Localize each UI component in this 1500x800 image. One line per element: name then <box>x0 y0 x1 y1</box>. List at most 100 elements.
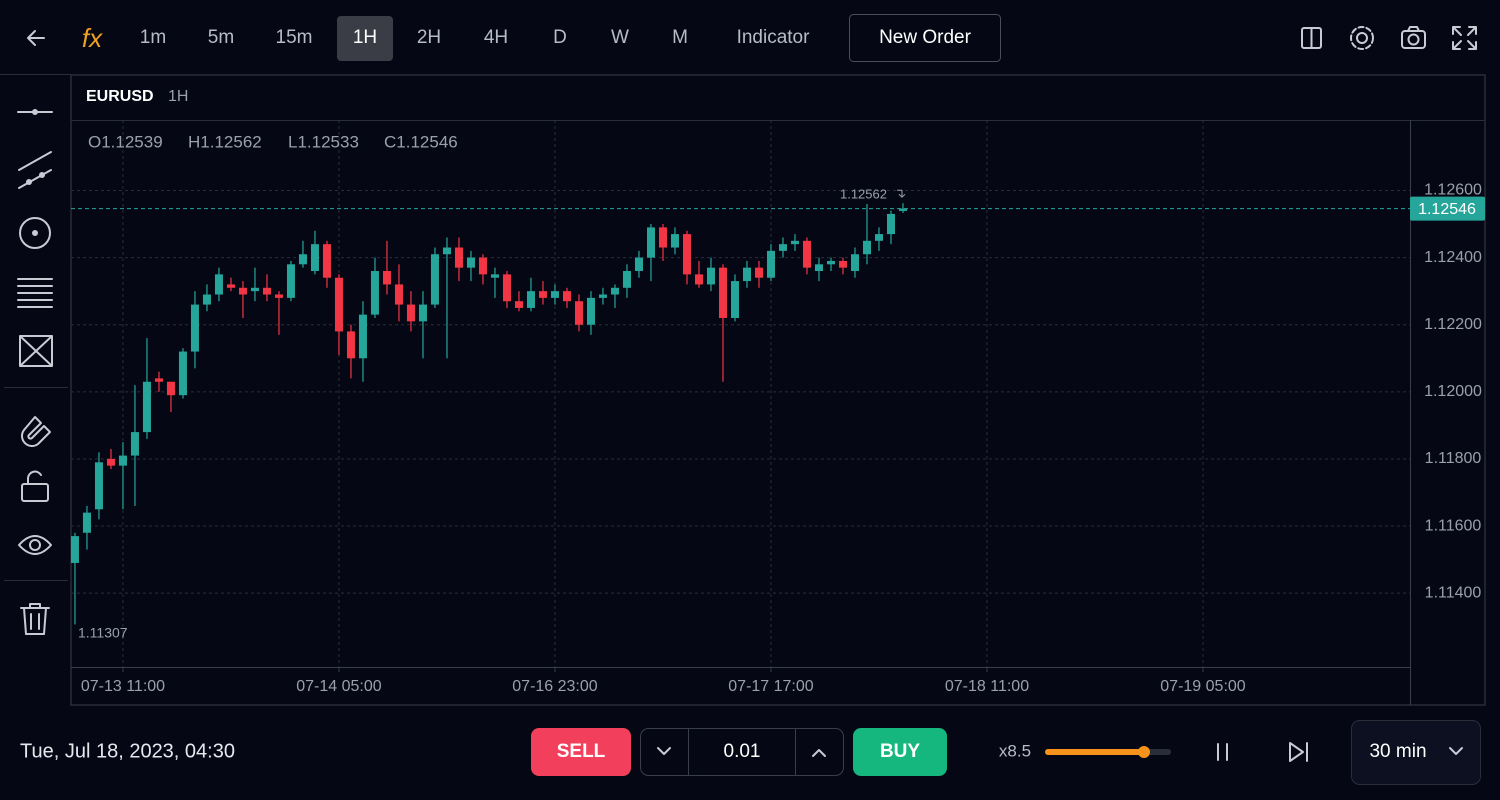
sell-button[interactable] <box>531 728 631 776</box>
buy-button[interactable] <box>853 728 947 776</box>
candle-body <box>790 240 799 245</box>
new-order-label[interactable]: New Order <box>879 27 972 48</box>
candle <box>418 291 427 359</box>
lot-decrease[interactable] <box>657 747 671 755</box>
max-label: 1.12562 <box>840 187 887 202</box>
candle <box>502 271 511 308</box>
candle <box>874 227 883 251</box>
candle-body <box>442 247 451 255</box>
candle <box>742 260 751 288</box>
candle-body <box>406 304 415 322</box>
candle <box>562 287 571 308</box>
candle <box>802 237 811 275</box>
plot: 1.11400 1.11600 1.11800 1.12000 1.12200 1.124… <box>70 120 1485 695</box>
lot-increase[interactable] <box>812 749 826 757</box>
timeframe-button[interactable]: 2H <box>417 27 441 48</box>
candle-body <box>466 257 475 268</box>
candle-body <box>166 381 175 396</box>
max-marker <box>896 189 906 198</box>
candle-body <box>766 250 775 278</box>
x-tick-label: 07-14 05:00 <box>296 678 382 695</box>
candle-body <box>562 291 571 302</box>
pattern-tool[interactable] <box>19 335 53 367</box>
fib-tool[interactable] <box>17 278 53 308</box>
candle-body <box>802 240 811 268</box>
candle-body <box>334 277 343 332</box>
horizontal-line-tool[interactable] <box>17 109 53 115</box>
camera-icon[interactable] <box>1401 26 1426 49</box>
candle <box>598 287 607 305</box>
visibility-tool[interactable] <box>18 535 52 555</box>
timeframe-button[interactable]: D <box>553 27 567 48</box>
circle-tool[interactable] <box>19 217 51 249</box>
trend-line-tool[interactable] <box>18 151 52 189</box>
x-tick-label: 07-19 05:00 <box>1160 678 1246 695</box>
candle-body <box>94 462 103 510</box>
back-button[interactable] <box>27 30 45 46</box>
y-tick-label: 1.12000 <box>1424 383 1482 400</box>
timeframe-button[interactable]: M <box>672 27 688 48</box>
candle-body <box>118 455 127 466</box>
sell-label[interactable]: SELL <box>557 741 606 762</box>
new-order-button[interactable] <box>849 14 1001 62</box>
lot-value[interactable]: 0.01 <box>724 741 761 762</box>
candle-body <box>718 267 727 318</box>
candle <box>226 277 235 292</box>
speed-fill <box>1045 749 1144 755</box>
candle <box>694 260 703 288</box>
candle-body <box>310 244 319 272</box>
timeframe-button[interactable]: 1m <box>140 27 166 48</box>
candle-body <box>382 271 391 285</box>
timeframe-button[interactable]: 4H <box>484 27 508 48</box>
candle-body <box>598 294 607 298</box>
timeframe-selected[interactable] <box>337 16 393 61</box>
candle-body <box>346 331 355 359</box>
pause-button[interactable] <box>1217 743 1228 761</box>
candle <box>478 254 487 285</box>
candle <box>886 210 895 245</box>
candle-body <box>214 274 223 295</box>
candle-body <box>418 304 427 322</box>
candle-body <box>886 213 895 235</box>
timeframe-button[interactable]: 5m <box>208 27 234 48</box>
candle <box>406 291 415 332</box>
candle <box>154 371 163 392</box>
top-bar: fx Indicator New Order 1m 5m 15m 1H 2H 4H D W M <box>27 14 1477 62</box>
x-tick-label: 07-18 11:00 <box>945 678 1029 695</box>
timeframe-button[interactable]: 15m <box>276 27 313 48</box>
candle <box>94 452 103 520</box>
delete-tool[interactable] <box>20 603 50 635</box>
candle-body <box>226 284 235 288</box>
settings-icon[interactable] <box>1350 26 1374 50</box>
interval-select[interactable] <box>1351 720 1481 785</box>
ohlc-legend: L1.12533 <box>288 132 359 151</box>
candle-body <box>658 227 667 248</box>
candle-body <box>874 234 883 241</box>
timeframe-button[interactable]: W <box>611 27 629 48</box>
interval-select-arrow[interactable] <box>1449 747 1463 755</box>
candle-body <box>838 260 847 268</box>
candle <box>322 240 331 288</box>
candle <box>766 244 775 282</box>
timeframe-button[interactable]: 1H <box>353 27 377 48</box>
candle-body <box>274 294 283 298</box>
indicator-button[interactable]: Indicator <box>737 27 811 48</box>
candle-body <box>730 281 739 318</box>
fullscreen-icon[interactable] <box>1452 26 1477 50</box>
buy-label[interactable]: BUY <box>880 741 920 762</box>
candle <box>346 324 355 379</box>
candle <box>334 274 343 355</box>
step-button[interactable] <box>1289 742 1308 762</box>
interval-select-label[interactable]: 30 min <box>1369 741 1426 762</box>
magnet-tool[interactable] <box>21 416 51 447</box>
lock-tool[interactable] <box>21 470 49 502</box>
candle-body <box>694 274 703 285</box>
candle-body <box>490 274 499 278</box>
candle-body <box>190 304 199 352</box>
layout-icon[interactable] <box>1301 27 1322 49</box>
last-price-badge <box>1410 196 1485 221</box>
speed-knob[interactable] <box>1138 746 1150 758</box>
candle-body <box>286 264 295 298</box>
